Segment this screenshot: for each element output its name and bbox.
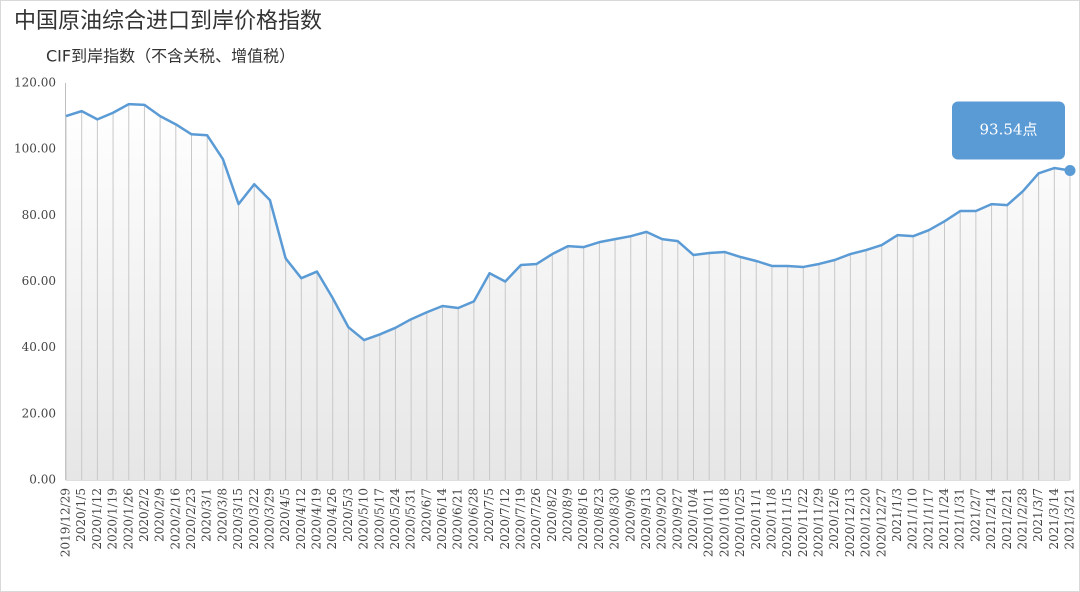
x-tick-label: 2020/3/29 <box>262 488 276 550</box>
y-tick-label: 80.00 <box>22 208 56 222</box>
x-tick-label: 2020/12/13 <box>843 488 857 557</box>
line <box>65 102 1071 342</box>
y-tick-label: 0.00 <box>29 473 56 487</box>
x-tick-label: 2020/2/23 <box>184 488 198 550</box>
x-tick-label: 2020/1/5 <box>74 488 88 542</box>
x-tick-label: 2020/10/25 <box>733 488 747 557</box>
x-tick-label: 2020/9/6 <box>623 488 637 542</box>
x-tick-label: 2020/5/3 <box>341 488 355 542</box>
chart-title: 中国原油综合进口到岸价格指数 <box>14 9 322 34</box>
x-tick-label: 2021/1/31 <box>953 488 967 550</box>
x-tick-label: 2020/6/21 <box>451 488 465 550</box>
y-tick-label: 20.00 <box>22 406 56 420</box>
x-tick-label: 2020/2/9 <box>153 488 167 542</box>
x-tick-label: 2021/1/10 <box>906 488 920 550</box>
x-tick-label: 2021/1/17 <box>921 488 935 550</box>
x-tick-label: 2020/12/20 <box>859 488 873 557</box>
y-tick-label: 120.00 <box>14 76 56 90</box>
x-tick-label: 2020/10/18 <box>717 488 731 557</box>
x-tick-label: 2019/12/29 <box>59 488 73 557</box>
x-tick-label: 2021/2/7 <box>968 488 982 542</box>
x-tick-label: 2020/4/12 <box>294 488 308 550</box>
x-tick-label: 2020/3/8 <box>215 488 229 542</box>
x-tick-label: 2020/8/30 <box>608 488 622 550</box>
x-tick-label: 2020/11/15 <box>780 488 794 557</box>
x-tick-label: 2020/11/22 <box>796 488 810 557</box>
x-tick-label: 2021/2/14 <box>984 488 998 550</box>
x-tick-label: 2020/1/19 <box>106 488 120 550</box>
x-tick-label: 2021/1/3 <box>890 488 904 542</box>
y-tick-label: 60.00 <box>22 274 56 288</box>
point-marker <box>1064 165 1076 177</box>
x-tick-label: 2020/3/1 <box>200 488 214 542</box>
x-tick-label: 2020/6/28 <box>466 488 480 550</box>
x-tick-label: 2020/11/29 <box>812 488 826 557</box>
x-tick-label: 2020/9/27 <box>670 488 684 550</box>
x-tick-label: 2020/6/7 <box>419 488 433 542</box>
x-tick-label: 2020/2/16 <box>168 488 182 550</box>
x-tick-label: 2020/6/14 <box>435 488 449 550</box>
y-tick-label: 40.00 <box>22 340 56 354</box>
x-tick-label: 2020/4/5 <box>278 488 292 542</box>
x-tick-label: 2020/3/22 <box>247 488 261 550</box>
x-tick-label: 2021/2/21 <box>1000 488 1014 550</box>
x-tick-label: 2020/8/9 <box>561 488 575 542</box>
x-tick-label: 2020/8/16 <box>576 488 590 550</box>
x-tick-label: 2020/3/15 <box>231 488 245 550</box>
x-tick-label: 2020/8/2 <box>545 488 559 542</box>
x-tick-label: 2020/5/31 <box>404 488 418 550</box>
x-tick-label: 2020/5/17 <box>372 488 386 550</box>
x-tick-label: 2020/5/10 <box>357 488 371 550</box>
plot: 0.00 20.00 40.00 60.00 80.00 100.00 120.00 2019… <box>14 76 1077 558</box>
x-tick-label: 2020/9/20 <box>655 488 669 550</box>
x-tick-label: 2021/1/24 <box>937 488 951 550</box>
x-tick-label: 2020/1/26 <box>121 488 135 550</box>
x-tick-label: 2020/7/12 <box>498 488 512 550</box>
x-tick-label: 2020/7/5 <box>482 488 496 542</box>
x-tick-label: 2021/3/21 <box>1063 488 1077 550</box>
x-tick-label: 2021/3/7 <box>1031 488 1045 542</box>
value-label: 93.54点 <box>980 121 1038 139</box>
x-tick-label: 2020/8/23 <box>592 488 606 550</box>
x-tick-label: 2020/1/12 <box>90 488 104 550</box>
x-tick-label: 2020/7/19 <box>513 488 527 550</box>
callout-box <box>952 101 1065 160</box>
x-tick-label: 2020/11/1 <box>749 488 763 550</box>
x-tick-label: 2020/10/11 <box>702 488 716 557</box>
x-tick-label: 2021/2/28 <box>1015 488 1029 550</box>
chart-subtitle: CIF到岸指数（不含关税、增值税） <box>46 47 295 66</box>
y-tick-label: 100.00 <box>14 142 56 156</box>
x-tick-label: 2020/2/2 <box>137 488 151 542</box>
x-tick-label: 2020/12/27 <box>874 488 888 557</box>
x-tick-label: 2020/4/26 <box>325 488 339 550</box>
x-tick-label: 2020/11/8 <box>764 488 778 550</box>
x-tick-label: 2020/5/24 <box>388 488 402 550</box>
x-tick-label: 2020/4/19 <box>310 488 324 550</box>
x-tick-label: 2020/7/26 <box>529 488 543 550</box>
x-tick-label: 2020/10/4 <box>686 488 700 550</box>
x-tick-label: 2020/9/13 <box>639 488 653 550</box>
x-tick-label: 2021/3/14 <box>1047 488 1061 550</box>
x-tick-label: 2020/12/6 <box>827 488 841 550</box>
